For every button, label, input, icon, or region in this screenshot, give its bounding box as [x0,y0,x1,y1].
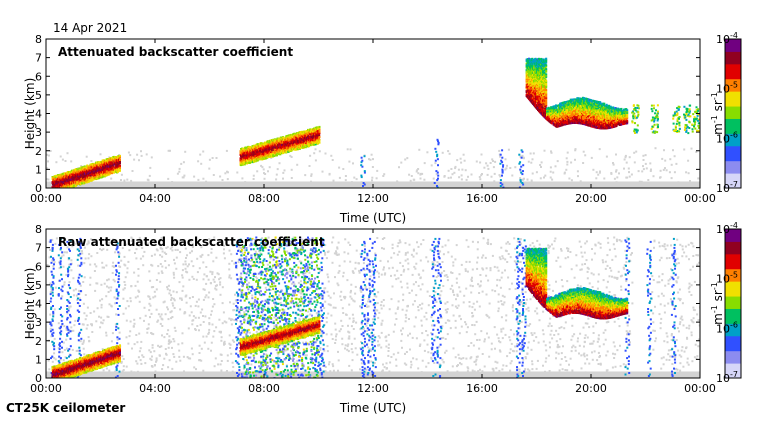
colorbar-tick-label: 10-7 [716,180,738,195]
date-label: 14 Apr 2021 [53,21,127,35]
y-tick-label: 1 [35,353,42,366]
x-tick-label: 12:00 [357,192,389,205]
y-tick-label: 0 [35,372,42,385]
y-axis-label: Height (km) [23,78,37,149]
y-axis-label: Height (km) [23,268,37,339]
panel-title: Raw attenuated backscatter coefficient [58,235,325,249]
panel-1: Attenuated backscatter coefficient 00:00 0… [23,31,741,225]
y-tick-label: 0 [35,182,42,195]
colorbar-unit-label: m-1 sr-1 [710,92,725,135]
colorbar-unit-label: m-1 sr-1 [710,282,725,325]
x-tick-label: 00:00 [684,192,716,205]
x-axis-label: Time (UTC) [339,211,406,225]
y-tick-label: 1 [35,163,42,176]
x-tick-label: 16:00 [466,382,498,395]
x-tick-label: 12:00 [357,382,389,395]
colorbar-tick-label: 10-7 [716,370,738,385]
x-axis-label: Time (UTC) [339,401,406,415]
x-tick-label: 00:00 [684,382,716,395]
y-tick-label: 8 [35,33,42,46]
instrument-label: CT25K ceilometer [6,401,125,415]
panel-title: Attenuated backscatter coefficient [58,45,293,59]
x-tick-label: 04:00 [139,382,171,395]
colorbar: 10-710-610-510-4m-1 sr-1 [710,31,741,195]
x-tick-label: 20:00 [575,382,607,395]
y-tick-label: 7 [35,242,42,255]
x-tick-label: 08:00 [248,192,280,205]
x-tick-label: 16:00 [466,192,498,205]
x-tick-label: 20:00 [575,192,607,205]
panel-2: Raw attenuated backscatter coefficient00… [23,221,741,415]
y-tick-label: 7 [35,52,42,65]
x-tick-label: 08:00 [248,382,280,395]
colorbar: 10-710-610-510-4m-1 sr-1 [710,221,741,385]
y-tick-label: 8 [35,223,42,236]
x-tick-label: 04:00 [139,192,171,205]
